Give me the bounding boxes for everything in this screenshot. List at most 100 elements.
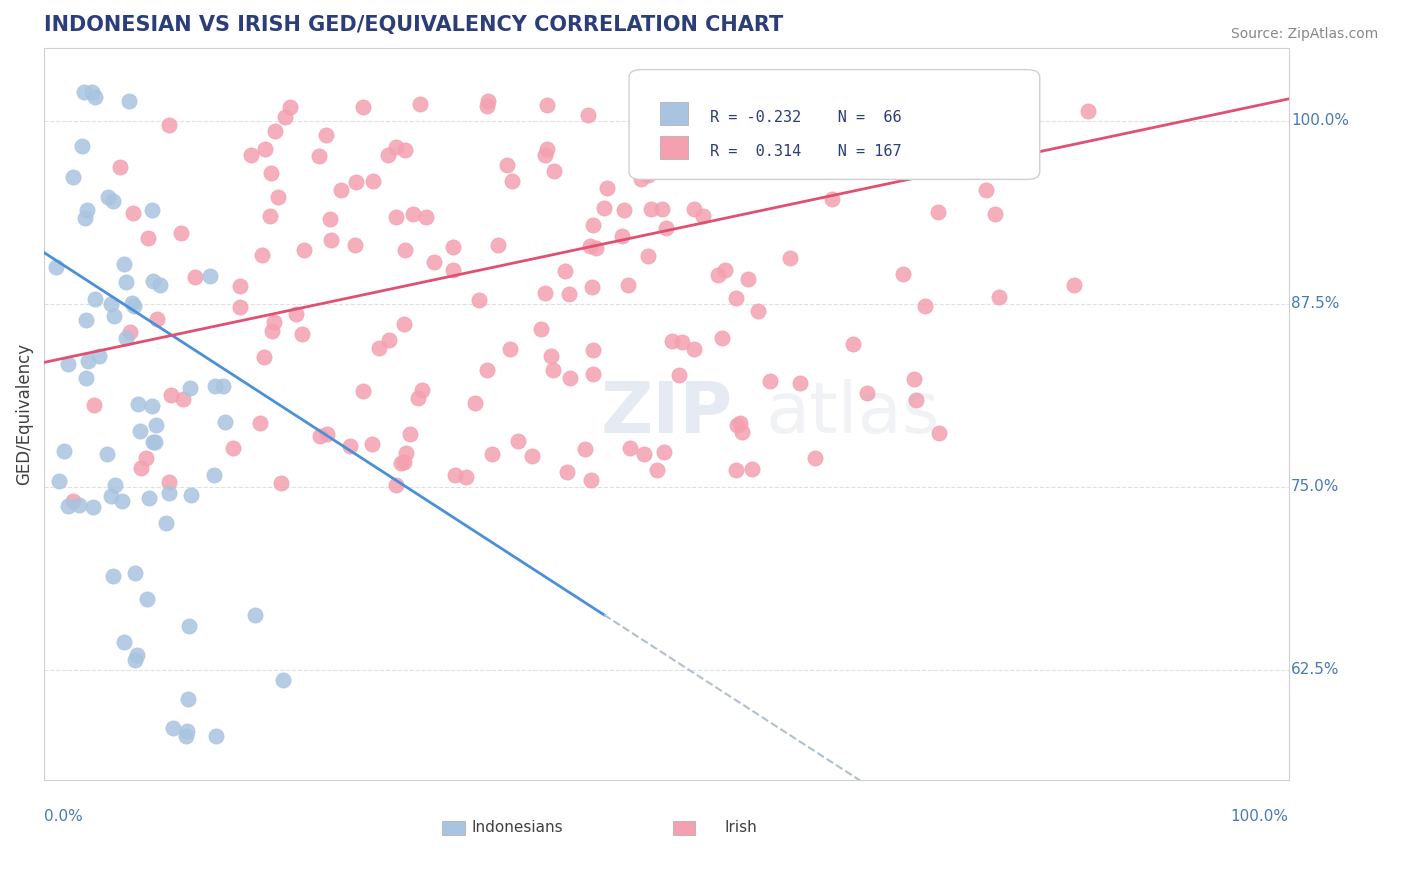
FancyBboxPatch shape <box>661 102 688 125</box>
Point <box>344 175 367 189</box>
Point <box>83 398 105 412</box>
Point <box>135 592 157 607</box>
Point <box>101 569 124 583</box>
Point <box>683 342 706 356</box>
Point <box>149 278 172 293</box>
Point <box>904 392 927 407</box>
Point <box>613 202 636 217</box>
Text: ZIP: ZIP <box>600 379 733 448</box>
Point <box>104 477 127 491</box>
Point <box>534 285 557 300</box>
Point <box>285 307 308 321</box>
Point <box>121 295 143 310</box>
Point <box>250 248 273 262</box>
Point <box>198 269 221 284</box>
Point <box>486 237 509 252</box>
Point <box>114 330 136 344</box>
Point <box>96 447 118 461</box>
Point <box>73 211 96 225</box>
Text: Irish: Irish <box>724 820 758 835</box>
Point <box>62 494 84 508</box>
Point <box>129 460 152 475</box>
Point <box>409 97 432 112</box>
Point <box>558 371 581 385</box>
Point <box>183 269 205 284</box>
Point <box>496 158 519 172</box>
Point <box>315 427 337 442</box>
Point <box>464 396 486 410</box>
Point <box>637 249 659 263</box>
Point <box>176 723 198 738</box>
Point <box>204 378 226 392</box>
Point <box>773 156 796 170</box>
Point <box>363 174 385 188</box>
Point <box>928 426 950 441</box>
Point <box>737 272 759 286</box>
Point <box>543 363 565 377</box>
Point <box>415 210 437 224</box>
Point <box>127 397 149 411</box>
Point <box>291 327 314 342</box>
Point <box>581 343 603 358</box>
Text: 100.0%: 100.0% <box>1230 809 1289 824</box>
Point <box>1077 104 1099 119</box>
Point <box>249 417 271 431</box>
Point <box>309 429 332 443</box>
Point <box>122 299 145 313</box>
Point <box>120 325 142 339</box>
Point <box>804 450 827 465</box>
Point <box>263 124 285 138</box>
Point <box>630 172 652 186</box>
Point <box>253 142 276 156</box>
Text: INDONESIAN VS IRISH GED/EQUIVALENCY CORRELATION CHART: INDONESIAN VS IRISH GED/EQUIVALENCY CORR… <box>44 15 783 35</box>
Point <box>159 486 181 500</box>
Text: 87.5%: 87.5% <box>1291 296 1340 311</box>
Point <box>262 324 284 338</box>
Point <box>661 334 683 349</box>
Point <box>392 455 415 469</box>
Point <box>84 90 107 104</box>
Point <box>574 442 596 456</box>
Point <box>662 145 685 159</box>
Point <box>640 202 662 217</box>
Point <box>179 381 201 395</box>
Point <box>89 350 111 364</box>
Point <box>796 163 818 178</box>
Point <box>48 475 70 489</box>
Point <box>582 218 605 232</box>
Point <box>169 226 191 240</box>
Point <box>423 255 446 269</box>
Point <box>82 500 104 515</box>
Point <box>501 174 523 188</box>
Point <box>62 170 84 185</box>
Text: 0.0%: 0.0% <box>44 809 83 824</box>
Point <box>477 363 499 377</box>
Point <box>263 315 285 329</box>
Point <box>533 148 555 162</box>
Point <box>274 110 297 124</box>
Point <box>270 476 292 491</box>
Point <box>856 386 879 401</box>
Point <box>610 228 633 243</box>
Point <box>616 277 638 292</box>
Point <box>114 275 136 289</box>
Point <box>582 368 605 382</box>
Point <box>138 491 160 505</box>
Point <box>110 160 132 174</box>
Point <box>214 416 236 430</box>
Point <box>475 99 498 113</box>
Point <box>67 498 90 512</box>
Point <box>710 330 733 344</box>
Point <box>987 290 1010 304</box>
Point <box>652 444 675 458</box>
Point <box>103 309 125 323</box>
Point <box>872 86 894 100</box>
Point <box>240 148 263 162</box>
Point <box>222 441 245 455</box>
Point <box>558 287 581 301</box>
Point <box>385 478 408 492</box>
Point <box>253 350 276 364</box>
Point <box>720 125 742 139</box>
Point <box>651 202 673 216</box>
Point <box>927 205 949 219</box>
